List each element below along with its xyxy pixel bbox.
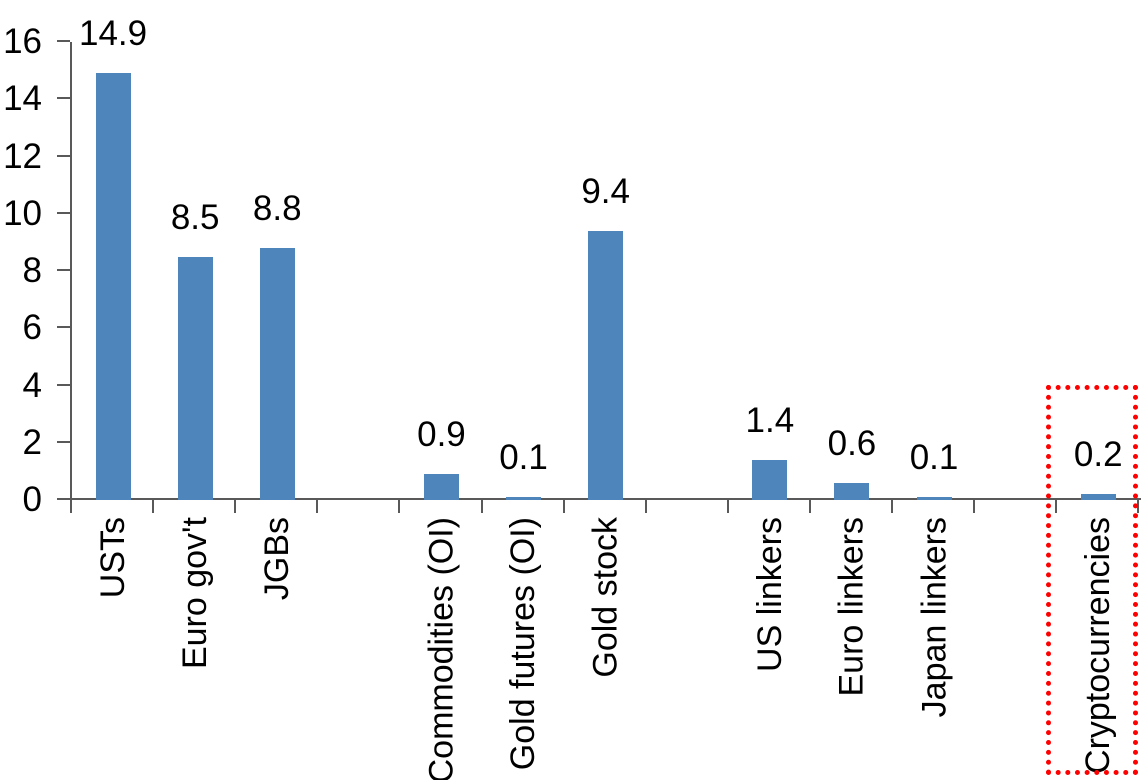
y-axis-tick-label: 8 <box>22 251 42 290</box>
y-axis-tick <box>57 498 70 500</box>
x-axis-tick <box>70 500 72 513</box>
bar-jgbs <box>259 248 295 500</box>
category-label-japan-linkers: Japan linkers <box>915 517 954 718</box>
bar-gold-stock <box>588 230 624 500</box>
category-label-commodities-oi: Commodities (OI) <box>422 517 461 780</box>
category-label-euro-linkers: Euro linkers <box>832 517 871 697</box>
y-axis-tick-label: 16 <box>3 22 42 61</box>
value-label-us-linkers: 1.4 <box>745 400 795 440</box>
value-label-jgbs: 8.8 <box>252 189 302 229</box>
category-label-euro-gov-t: Euro gov't <box>176 517 215 670</box>
x-axis-tick <box>891 500 893 513</box>
category-label-gold-stock: Gold stock <box>586 517 625 678</box>
x-axis-tick <box>726 500 729 513</box>
x-axis-tick <box>152 500 155 513</box>
y-axis-tick <box>57 154 70 157</box>
y-axis-tick <box>57 40 70 42</box>
x-axis-tick <box>1055 500 1058 513</box>
category-label-gold-futures-oi: Gold futures (OI) <box>504 517 543 771</box>
x-axis-tick <box>1137 500 1140 513</box>
y-axis-tick-label: 10 <box>3 193 42 233</box>
bar-euro-linkers <box>834 482 870 500</box>
value-label-euro-linkers: 0.6 <box>827 423 877 463</box>
y-axis-tick <box>57 440 70 443</box>
category-label-jgbs: JGBs <box>258 517 297 601</box>
x-axis-tick <box>644 500 647 513</box>
bar-commodities-oi <box>423 474 459 500</box>
y-axis-tick-label: 4 <box>22 365 42 405</box>
x-axis-tick <box>398 500 401 513</box>
bar-usts <box>95 73 131 500</box>
highlight-box <box>1046 385 1138 775</box>
y-axis-tick-label: 6 <box>22 308 42 348</box>
y-axis-tick <box>57 97 70 100</box>
y-axis-tick <box>57 326 70 329</box>
value-label-gold-futures-oi: 0.1 <box>499 438 548 478</box>
y-axis-tick-label: 0 <box>22 480 42 519</box>
bar-us-linkers <box>752 459 788 500</box>
y-axis-tick <box>57 269 70 271</box>
bar-japan-linkers <box>916 497 952 500</box>
y-axis-tick-label: 12 <box>3 136 42 176</box>
category-label-us-linkers: US linkers <box>750 517 789 672</box>
bar-euro-gov-t <box>177 256 213 500</box>
value-label-euro-gov-t: 8.5 <box>170 197 220 237</box>
value-label-japan-linkers: 0.1 <box>909 438 959 478</box>
x-axis-tick <box>234 500 237 513</box>
x-axis-tick <box>808 500 811 513</box>
value-label-commodities-oi: 0.9 <box>417 415 466 455</box>
x-axis-tick <box>973 500 976 513</box>
x-axis-tick <box>316 500 319 513</box>
x-axis-tick <box>562 500 565 513</box>
value-label-usts: 14.9 <box>78 14 148 54</box>
y-axis-tick-label: 14 <box>3 79 42 119</box>
bar-cryptocurrencies <box>1080 494 1116 500</box>
x-axis-tick <box>480 500 483 513</box>
value-label-cryptocurrencies: 0.2 <box>1073 435 1123 475</box>
y-axis-tick-label: 2 <box>22 422 42 462</box>
category-label-usts: USTs <box>94 517 133 599</box>
value-label-gold-stock: 9.4 <box>581 171 630 211</box>
y-axis-line <box>70 42 72 513</box>
y-axis-tick <box>57 211 70 214</box>
y-axis-tick <box>57 383 70 386</box>
bar-gold-futures-oi <box>506 497 542 500</box>
